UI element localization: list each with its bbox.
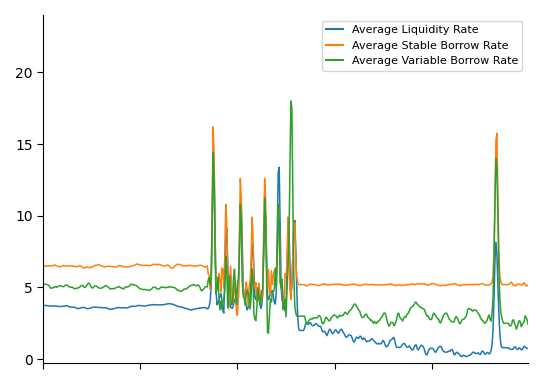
Average Variable Borrow Rate bbox=[439, 316, 446, 321]
Average Liquidity Rate bbox=[270, 294, 276, 299]
Average Stable Borrow Rate bbox=[234, 313, 241, 318]
Average Stable Borrow Rate bbox=[515, 282, 521, 286]
Average Liquidity Rate bbox=[438, 345, 445, 350]
Average Liquidity Rate bbox=[515, 347, 521, 351]
Average Liquidity Rate bbox=[463, 354, 469, 359]
Average Variable Borrow Rate bbox=[515, 321, 521, 325]
Average Stable Borrow Rate bbox=[304, 283, 311, 288]
Average Liquidity Rate bbox=[330, 331, 336, 336]
Average Variable Borrow Rate bbox=[265, 331, 272, 336]
Average Variable Borrow Rate bbox=[40, 282, 46, 286]
Average Stable Borrow Rate bbox=[210, 124, 216, 129]
Average Liquidity Rate bbox=[273, 290, 280, 294]
Average Variable Borrow Rate bbox=[304, 321, 311, 326]
Line: Average Liquidity Rate: Average Liquidity Rate bbox=[43, 167, 528, 357]
Average Liquidity Rate bbox=[276, 165, 282, 169]
Average Stable Borrow Rate bbox=[40, 263, 46, 268]
Legend: Average Liquidity Rate, Average Stable Borrow Rate, Average Variable Borrow Rate: Average Liquidity Rate, Average Stable B… bbox=[321, 21, 522, 71]
Average Variable Borrow Rate bbox=[271, 287, 277, 292]
Average Liquidity Rate bbox=[525, 346, 531, 351]
Average Stable Borrow Rate bbox=[275, 202, 281, 207]
Average Variable Borrow Rate bbox=[274, 253, 281, 258]
Average Variable Borrow Rate bbox=[525, 321, 531, 326]
Average Stable Borrow Rate bbox=[272, 269, 279, 274]
Average Liquidity Rate bbox=[303, 321, 310, 325]
Average Stable Borrow Rate bbox=[330, 282, 337, 287]
Average Liquidity Rate bbox=[40, 303, 46, 308]
Average Stable Borrow Rate bbox=[439, 283, 446, 288]
Line: Average Variable Borrow Rate: Average Variable Borrow Rate bbox=[43, 101, 528, 333]
Average Variable Borrow Rate bbox=[330, 313, 337, 318]
Average Variable Borrow Rate bbox=[288, 99, 294, 103]
Average Stable Borrow Rate bbox=[525, 283, 531, 287]
Line: Average Stable Borrow Rate: Average Stable Borrow Rate bbox=[43, 127, 528, 315]
